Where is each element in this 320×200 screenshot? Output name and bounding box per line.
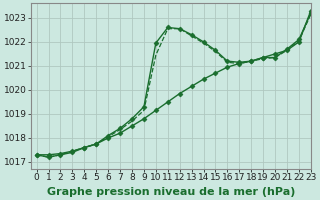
X-axis label: Graphe pression niveau de la mer (hPa): Graphe pression niveau de la mer (hPa) <box>46 187 295 197</box>
